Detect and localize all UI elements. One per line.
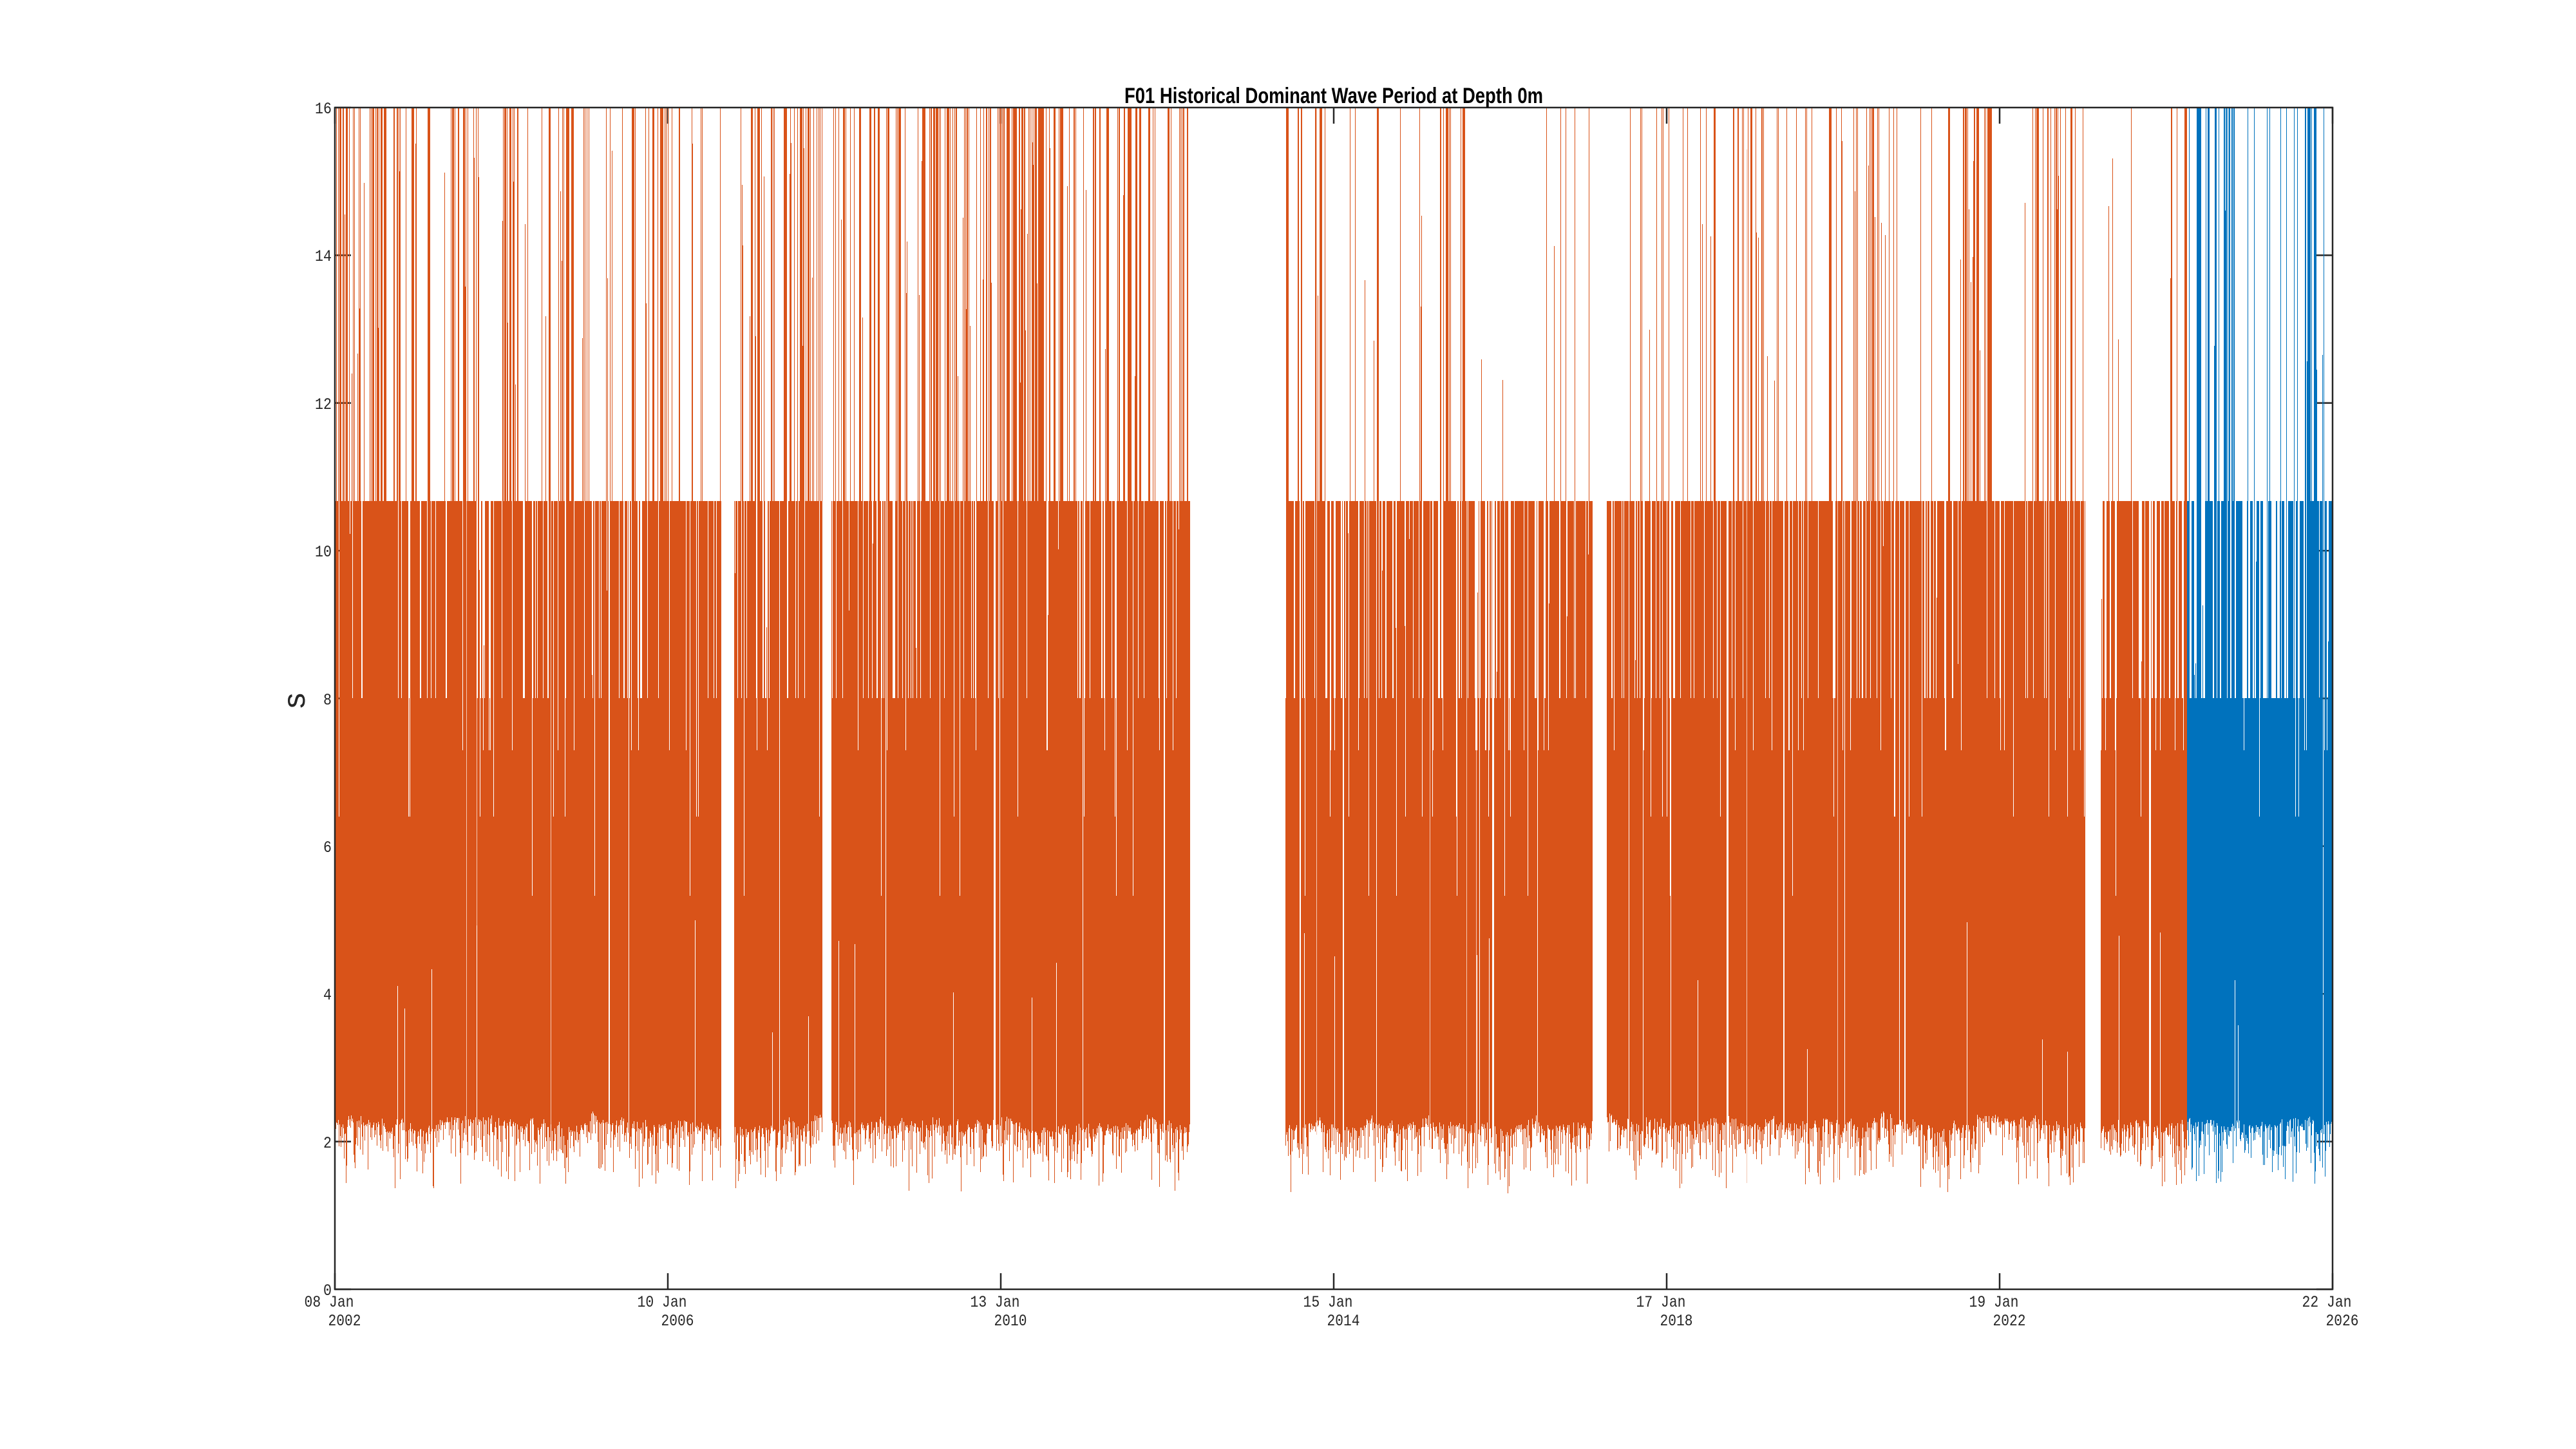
svg-text:4: 4 [323,986,332,1005]
svg-text:F01 Historical Dominant Wave P: F01 Historical Dominant Wave Period at D… [1124,84,1543,108]
svg-text:10: 10 [315,543,332,562]
svg-text:2026: 2026 [2326,1312,2359,1331]
svg-text:2018: 2018 [1660,1312,1693,1331]
svg-text:15 Jan: 15 Jan [1303,1293,1353,1312]
svg-text:22 Jan: 22 Jan [2302,1293,2352,1312]
svg-text:2002: 2002 [328,1312,361,1331]
svg-text:19 Jan: 19 Jan [1969,1293,2019,1312]
svg-text:12: 12 [315,395,332,414]
svg-text:6: 6 [323,838,332,857]
svg-text:8: 8 [323,691,332,710]
svg-text:10 Jan: 10 Jan [638,1293,687,1312]
svg-text:s: s [278,693,312,708]
svg-text:2010: 2010 [994,1312,1027,1331]
svg-text:2014: 2014 [1327,1312,1360,1331]
svg-text:13 Jan: 13 Jan [971,1293,1020,1312]
svg-text:2006: 2006 [661,1312,694,1331]
svg-text:2022: 2022 [1993,1312,2026,1331]
svg-text:2: 2 [323,1134,332,1153]
svg-text:16: 16 [315,100,332,118]
svg-text:14: 14 [315,247,332,266]
svg-text:17 Jan: 17 Jan [1636,1293,1686,1312]
svg-text:08 Jan: 08 Jan [305,1293,354,1312]
